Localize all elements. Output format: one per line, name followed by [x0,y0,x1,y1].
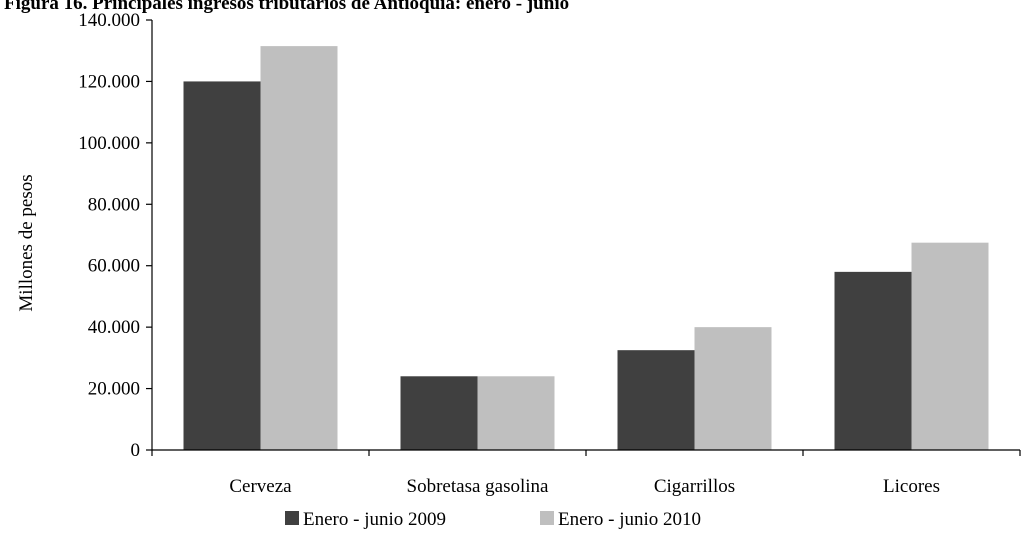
bar-2-3 [694,327,772,450]
category-label: Licores [883,476,940,497]
y-tick-label: 0 [131,440,141,461]
y-tick-label: 100.000 [78,133,140,154]
y-tick-label: 20.000 [88,379,140,400]
bar-2-4 [911,242,989,450]
chart-title-clip: Figura 16. Principales ingresos tributar… [4,0,569,14]
x-axis-ticks [151,450,1021,456]
bar-1-1 [183,81,261,450]
legend-label-2: Enero - junio 2010 [558,509,701,530]
bar-1-2 [400,376,478,450]
category-label: Cigarrillos [654,476,735,497]
y-tick-label: 40.000 [88,317,140,338]
category-label: Sobretasa gasolina [407,476,550,497]
legend: Enero - junio 2009 Enero - junio 2010 [285,509,701,530]
y-tick-label: 140.000 [78,10,140,31]
category-label: Cerveza [229,476,292,497]
bar-1-4 [834,271,912,450]
y-axis-title: Millones de pesos [16,174,37,311]
bar-1-3 [617,350,695,450]
y-axis-ticks: 0 20.000 40.000 60.000 80.000 100.000 120.000 1… [78,10,152,461]
legend-swatch-2 [540,511,554,525]
y-tick-label: 120.000 [78,71,140,92]
y-tick-label: 60.000 [88,256,140,277]
bar-series-group [183,46,989,450]
chart-title: Figura 16. Principales ingresos tributar… [4,0,569,14]
legend-label-1: Enero - junio 2009 [303,509,446,530]
bar-2-1 [260,46,338,450]
y-tick-label: 80.000 [88,194,140,215]
x-axis-category-labels: Cerveza Sobretasa gasolina Cigarrillos Lico… [229,476,940,497]
bar-2-2 [477,376,555,450]
legend-swatch-1 [285,511,299,525]
